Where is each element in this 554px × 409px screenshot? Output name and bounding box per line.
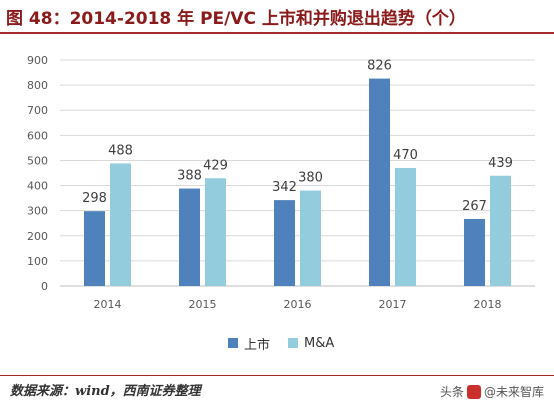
y-tick-label-0: 0: [41, 280, 48, 293]
bar-ma-2016: [300, 190, 321, 286]
watermark-handle: @未来智库: [483, 385, 544, 399]
data-label-ma-2015: 429: [203, 158, 228, 173]
legend-label-ipo: 上市: [244, 337, 271, 353]
legend-item-ma: M&A: [288, 333, 334, 353]
y-tick-label-600: 600: [27, 129, 48, 142]
x-tick-label-2016: 2016: [284, 298, 312, 311]
legend-swatch-ma: [288, 338, 298, 348]
data-label-ma-2018: 439: [488, 156, 513, 171]
x-tick-label-2015: 2015: [189, 298, 217, 311]
bar-ipo-2017: [369, 78, 390, 287]
bar-ipo-2016: [274, 200, 295, 286]
watermark-logo-icon: [466, 384, 481, 399]
y-tick-label-800: 800: [27, 79, 48, 92]
y-tick-label-500: 500: [27, 154, 48, 167]
y-tick-label-100: 100: [27, 255, 48, 268]
bar-ma-2017: [395, 167, 416, 286]
chart-legend: 上市 M&A: [0, 333, 554, 353]
bar-ma-2014: [110, 163, 131, 286]
y-tick-label-300: 300: [27, 205, 48, 218]
data-label-ipo-2015: 388: [177, 169, 202, 184]
y-tick-label-200: 200: [27, 230, 48, 243]
data-label-ipo-2014: 298: [82, 191, 107, 206]
y-tick-label-900: 900: [27, 54, 48, 67]
bar-ipo-2015: [179, 188, 200, 286]
x-tick-label-2017: 2017: [379, 298, 407, 311]
x-tick-label-2018: 2018: [474, 298, 502, 311]
data-label-ipo-2018: 267: [462, 199, 487, 214]
bar-chart: 0 100 200 300 400 500 600 700 800 900 298 488 2014 38…: [27, 54, 535, 311]
data-label-ma-2014: 488: [108, 143, 133, 158]
data-label-ma-2017: 470: [393, 148, 418, 163]
watermark: 头条 @未来智库: [440, 383, 544, 400]
y-tick-label-700: 700: [27, 104, 48, 117]
data-label-ma-2016: 380: [298, 171, 323, 186]
data-label-ipo-2016: 342: [272, 180, 297, 195]
bar-ma-2018: [490, 175, 511, 286]
title-divider: [0, 32, 554, 34]
source-note: 数据来源：wind，西南证券整理: [10, 384, 201, 399]
watermark-prefix: 头条: [439, 385, 464, 399]
y-tick-label-400: 400: [27, 180, 48, 193]
bar-ipo-2018: [464, 218, 485, 286]
figure-title: 图 48：2014-2018 年 PE/VC 上市和并购退出趋势（个）: [6, 9, 466, 29]
legend-swatch-ipo: [228, 338, 238, 348]
footer-divider: [0, 375, 554, 376]
x-tick-label-2014: 2014: [94, 298, 122, 311]
legend-item-ipo: 上市: [228, 333, 270, 353]
bar-ipo-2014: [84, 211, 105, 286]
data-label-ipo-2017: 826: [367, 59, 392, 74]
bar-ma-2015: [205, 178, 226, 286]
legend-label-ma: M&A: [304, 335, 335, 351]
